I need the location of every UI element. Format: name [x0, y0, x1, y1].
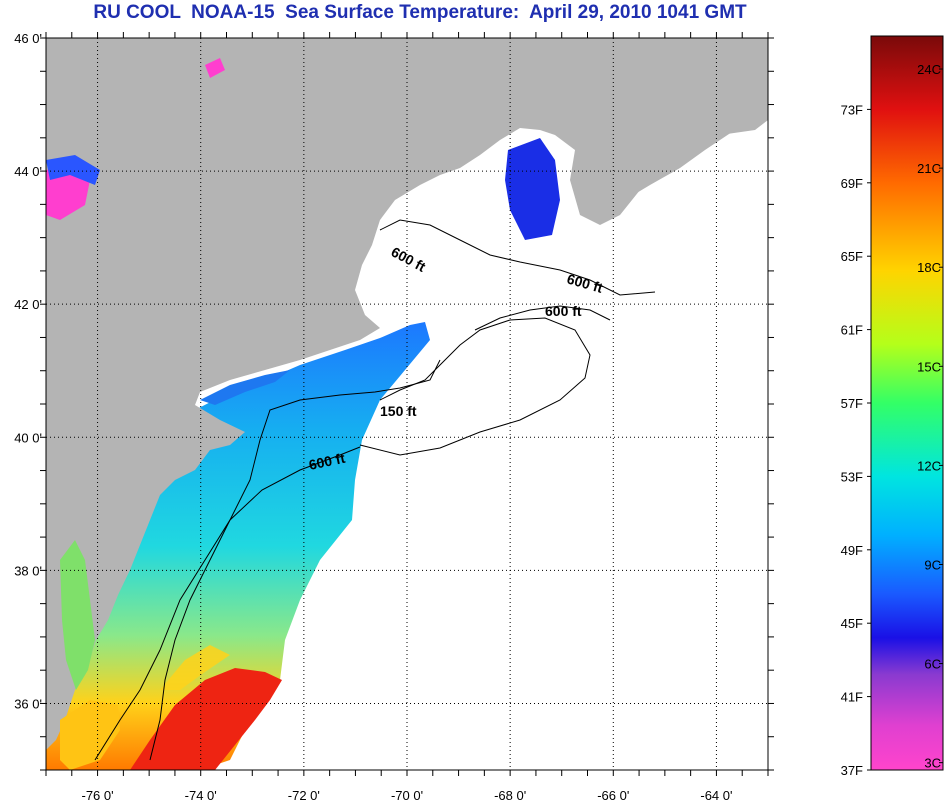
- gulf-stream-yellow-band: [160, 645, 230, 690]
- pamlico-sound-water: [60, 700, 120, 770]
- gulf-of-maine-inner-contour: [474, 305, 611, 331]
- contour-label: 150 ft: [380, 403, 417, 419]
- colorbar-c-label: 18C: [917, 260, 941, 275]
- gulf-stream-warm-core: [130, 668, 282, 770]
- colorbar-gradient: [870, 35, 944, 771]
- map-title: RU COOL NOAA-15 Sea Surface Temperature:…: [93, 2, 747, 23]
- colorbar-f-label: 41F: [841, 690, 863, 705]
- gulf-of-maine-cold-patch: [505, 138, 560, 240]
- colorbar-c-label: 24C: [917, 62, 941, 77]
- cold-lake-patch: [46, 165, 90, 220]
- colorbar-f-label: 37F: [841, 763, 863, 778]
- colorbar-c-label: 9C: [924, 557, 941, 572]
- lat-tick-label: 40 0': [14, 430, 42, 445]
- colorbar-ticks: 73F 69F 65F 61F 57F 53F 49F 45F 41F 37F 24C 21C 18C 1…: [841, 62, 943, 778]
- lon-tick-label: -70 0': [391, 788, 423, 803]
- contour-label: 600 ft: [545, 303, 582, 319]
- lon-tick-label: -66 0': [597, 788, 629, 803]
- nova-scotia-land: [590, 95, 745, 212]
- colorbar-f-label: 69F: [841, 176, 863, 191]
- colorbar-f-label: 65F: [841, 249, 863, 264]
- colorbar: 73F 69F 65F 61F 57F 53F 49F 45F 41F 37F 24C 21C 18C 1…: [841, 35, 944, 778]
- lat-tick-label: 42 0': [14, 297, 42, 312]
- colorbar-c-label: 3C: [924, 756, 941, 771]
- lon-tick-label: -64 0': [700, 788, 732, 803]
- colorbar-f-label: 73F: [841, 102, 863, 117]
- map-panel: 600 ft 600 ft 600 ft 150 ft 600 ft 46 0'…: [14, 31, 774, 803]
- colorbar-f-label: 45F: [841, 616, 863, 631]
- colorbar-c-label: 15C: [917, 359, 941, 374]
- delmarva-land: [90, 455, 155, 600]
- lon-tick-label: -76 0': [82, 788, 114, 803]
- lat-tick-label: 38 0': [14, 563, 42, 578]
- sst-water-region: [46, 322, 430, 770]
- gulf-of-maine-contour: [379, 219, 656, 296]
- cold-lake-patch-blue: [46, 155, 100, 185]
- lat-tick-label: 36 0': [14, 696, 42, 711]
- long-island-sound-water: [200, 370, 290, 405]
- chesapeake-bay-water: [60, 540, 95, 690]
- colorbar-f-label: 53F: [841, 469, 863, 484]
- colorbar-c-label: 6C: [924, 657, 941, 672]
- lon-tick-label: -72 0': [288, 788, 320, 803]
- colorbar-f-label: 49F: [841, 543, 863, 558]
- colorbar-f-label: 57F: [841, 396, 863, 411]
- lat-tick-label: 46 0': [14, 31, 42, 46]
- map-frame: [45, 37, 769, 771]
- axis-ticks: 46 0' 44 0' 42 0' 40 0' 38 0' 36 0' -76 0' -74 …: [14, 31, 774, 803]
- lat-tick-label: 44 0': [14, 164, 42, 179]
- colorbar-c-label: 21C: [917, 161, 941, 176]
- colorbar-f-label: 61F: [841, 323, 863, 338]
- contour-label: 600 ft: [307, 450, 346, 473]
- colorbar-c-label: 12C: [917, 458, 941, 473]
- land-mass: [46, 38, 768, 750]
- shelf-150ft-contour: [149, 359, 441, 761]
- lon-tick-label: -74 0': [185, 788, 217, 803]
- lon-tick-label: -68 0': [494, 788, 526, 803]
- small-cold-patch: [205, 58, 225, 78]
- shelf-600ft-contour: [94, 446, 361, 761]
